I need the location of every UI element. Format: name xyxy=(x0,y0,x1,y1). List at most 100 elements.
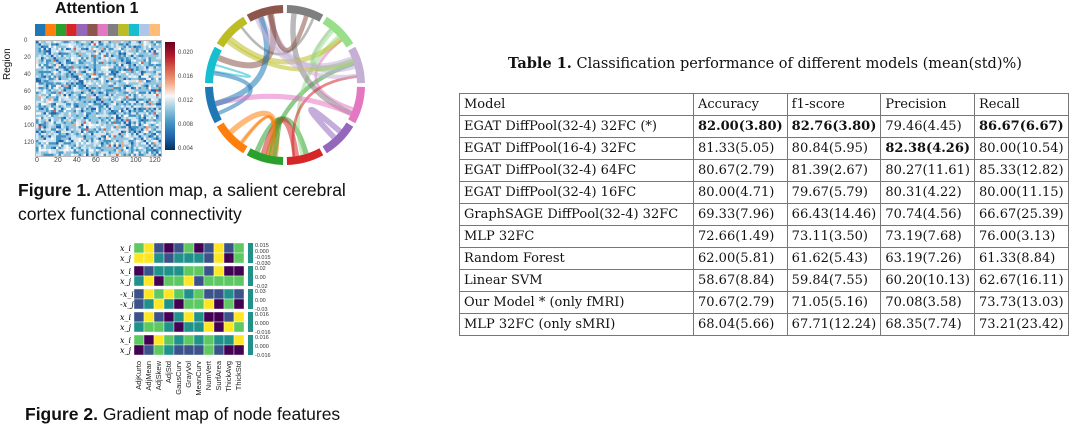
gradient-cell xyxy=(173,311,185,323)
heatmap-y-tick: 80 xyxy=(24,106,31,112)
gradient-cell xyxy=(183,288,195,300)
feature-x-label: AdjMean xyxy=(144,361,153,391)
gradient-cell xyxy=(203,298,215,310)
mini-colorbar-tick: 0.000 xyxy=(255,344,269,350)
gradient-cell xyxy=(133,265,145,277)
gradient-cell xyxy=(213,321,225,333)
network-color-block xyxy=(87,24,98,36)
table-row: Random Forest 62.00(5.81) 61.62(5.43) 63.19… xyxy=(459,247,1070,270)
gradient-cell xyxy=(223,344,235,356)
chord-arc xyxy=(205,86,222,124)
chord-arc xyxy=(286,5,324,22)
cell-accuracy: 62.00(5.81) xyxy=(693,247,788,270)
network-color-block xyxy=(139,24,150,36)
feature-row-label: x_j xyxy=(120,346,132,355)
gradient-cell xyxy=(143,298,155,310)
figure1-y-axis-label: Region xyxy=(2,48,13,80)
cell-model: EGAT DiffPool(16-4) 32FC xyxy=(459,137,694,160)
gradient-cell xyxy=(183,298,195,310)
feature-row-label: x_i xyxy=(120,244,132,253)
mini-colorbar-tick: 0.000 xyxy=(255,321,269,327)
results-table: Model Accuracy f1-score Precision Recall… xyxy=(459,93,1070,336)
gradient-cell xyxy=(143,334,155,346)
cell-f1: 73.11(3.50) xyxy=(786,225,882,248)
mini-colorbar xyxy=(248,289,253,309)
chord-arc xyxy=(216,122,248,154)
cell-accuracy: 72.66(1.49) xyxy=(693,225,788,248)
figure1-colorbar xyxy=(165,42,175,150)
table-row: EGAT DiffPool(16-4) 32FC 81.33(5.05) 80.84… xyxy=(459,137,1070,160)
gradient-cell xyxy=(233,321,245,333)
figure1-panel-title: Attention 1 xyxy=(55,0,139,17)
gradient-cell xyxy=(133,243,145,254)
gradient-cell xyxy=(173,334,185,346)
mini-colorbar-tick: 0.02 xyxy=(255,266,266,272)
gradient-cell xyxy=(233,275,245,287)
gradient-cell xyxy=(183,311,195,323)
table-row: EGAT DiffPool(32-4) 16FC 80.00(4.71) 79.67… xyxy=(459,181,1070,204)
heatmap-y-tick: 100 xyxy=(24,123,35,129)
gradient-cell xyxy=(133,252,145,264)
cell-precision: 82.38(4.26) xyxy=(880,137,976,160)
network-color-block xyxy=(97,24,108,36)
gradient-cell xyxy=(193,265,205,277)
gradient-cell xyxy=(153,311,165,323)
table-row: Our Model * (only fMRI) 70.67(2.79) 71.05(… xyxy=(459,291,1070,314)
gradient-cell xyxy=(233,311,245,323)
gradient-cell xyxy=(163,321,175,333)
cell-accuracy: 70.67(2.79) xyxy=(693,291,788,314)
mini-colorbar xyxy=(248,243,253,263)
gradient-cell xyxy=(173,298,185,310)
cell-model: Our Model * (only fMRI) xyxy=(459,291,694,314)
gradient-cell xyxy=(143,275,155,287)
feature-row-label: x_j xyxy=(120,254,132,263)
figure1-caption-label: Figure 1. xyxy=(18,180,91,200)
mini-colorbar-tick: 0.00 xyxy=(255,298,266,304)
heatmap-x-tick: 100 xyxy=(130,157,142,164)
chord-arc xyxy=(348,86,365,124)
cell-precision: 80.27(11.61) xyxy=(880,159,976,182)
table-row: MLP 32FC (only sMRI) 68.04(5.66) 67.71(12.… xyxy=(459,313,1070,336)
chord-ribbon xyxy=(308,106,342,140)
heatmap-x-tick: 40 xyxy=(73,157,81,164)
gradient-cell xyxy=(223,288,235,300)
chord-arc xyxy=(348,46,365,84)
gradient-cell xyxy=(203,321,215,333)
gradient-cell xyxy=(173,252,185,264)
gradient-cell xyxy=(233,252,245,264)
mini-colorbar-tick: 0.000 xyxy=(255,249,269,255)
gradient-cell xyxy=(223,265,235,277)
chord-arc xyxy=(322,16,354,48)
table-title-text: Classification performance of different … xyxy=(576,56,1022,72)
mini-colorbar-tick: -0.02 xyxy=(255,284,268,290)
cell-recall: 80.00(10.54) xyxy=(974,137,1070,160)
cell-recall: 62.67(16.11) xyxy=(974,269,1070,292)
chord-ribbon xyxy=(268,14,309,53)
gradient-cell xyxy=(153,298,165,310)
figure1-network-color-strip xyxy=(35,24,160,36)
mini-colorbar-tick: 0.03 xyxy=(255,289,266,295)
cell-f1: 61.62(5.43) xyxy=(786,247,882,270)
network-color-block xyxy=(66,24,77,36)
gradient-cell xyxy=(193,243,205,254)
cell-model: MLP 32FC (only sMRI) xyxy=(459,313,694,336)
heatmap-y-tick: 20 xyxy=(24,55,31,61)
gradient-cell xyxy=(223,334,235,346)
feature-x-label: MeanCurv xyxy=(194,361,203,396)
gradient-cell xyxy=(163,334,175,346)
feature-x-label: NumVert xyxy=(204,360,213,390)
mini-colorbar xyxy=(248,266,253,286)
cell-precision: 60.20(10.13) xyxy=(880,269,976,292)
table-title-label: Table 1. xyxy=(508,55,572,72)
gradient-cell xyxy=(233,243,245,254)
gradient-cell xyxy=(223,298,235,310)
cell-precision: 63.19(7.26) xyxy=(880,247,976,270)
gradient-cell xyxy=(213,252,225,264)
header-recall: Recall xyxy=(974,93,1070,116)
heatmap-x-tick: 0 xyxy=(35,157,39,164)
gradient-cell xyxy=(143,243,155,254)
gradient-cell xyxy=(213,344,225,356)
feature-row-label: -x_j xyxy=(120,300,134,309)
heatmap-x-tick: 20 xyxy=(54,157,62,164)
colorbar-tick: 0.016 xyxy=(178,74,194,80)
